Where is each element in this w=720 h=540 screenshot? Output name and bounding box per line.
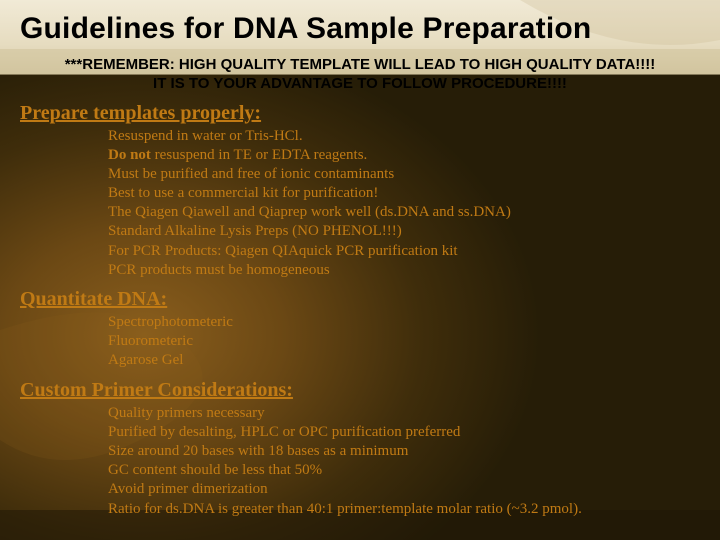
bold-text: Do not [108, 147, 151, 163]
list-item: GC content should be less that 50% [108, 461, 700, 480]
section-items-quantitate: Spectrophotometeric Fluorometeric Agaros… [20, 313, 700, 371]
list-item: Fluorometeric [108, 332, 700, 351]
list-item: Best to use a commercial kit for purific… [108, 184, 700, 203]
subtitle-line-2: IT IS TO YOUR ADVANTAGE TO FOLLOW PROCED… [153, 75, 567, 92]
list-item: For PCR Products: Qiagen QIAquick PCR pu… [108, 242, 700, 261]
list-item: The Qiagen Qiawell and Qiaprep work well… [108, 203, 700, 222]
section-items-primer: Quality primers necessary Purified by de… [20, 404, 700, 519]
item-rest: resuspend in TE or EDTA reagents. [155, 147, 368, 163]
section-header-quantitate: Quantitate DNA: [20, 288, 700, 311]
list-item: PCR products must be homogeneous [108, 261, 700, 280]
section-header-prepare: Prepare templates properly: [20, 102, 700, 125]
slide-subtitle: ***REMEMBER: HIGH QUALITY TEMPLATE WILL … [20, 56, 700, 94]
list-item: Size around 20 bases with 18 bases as a … [108, 442, 700, 461]
list-item: Ratio for ds.DNA is greater than 40:1 pr… [108, 500, 700, 519]
list-item: Avoid primer dimerization [108, 480, 700, 499]
list-item: Must be purified and free of ionic conta… [108, 165, 700, 184]
list-item: Spectrophotometeric [108, 313, 700, 332]
list-item: Agarose Gel [108, 351, 700, 370]
list-item: Purified by desalting, HPLC or OPC purif… [108, 423, 700, 442]
slide-content: Guidelines for DNA Sample Preparation **… [0, 0, 720, 540]
list-item: Standard Alkaline Lysis Preps (NO PHENOL… [108, 222, 700, 241]
list-item: Quality primers necessary [108, 404, 700, 423]
subtitle-line-1: ***REMEMBER: HIGH QUALITY TEMPLATE WILL … [65, 56, 656, 73]
slide-title: Guidelines for DNA Sample Preparation [20, 12, 700, 46]
section-items-prepare: Resuspend in water or Tris-HCl. Do not r… [20, 127, 700, 281]
section-header-primer: Custom Primer Considerations: [20, 379, 700, 402]
list-item: Resuspend in water or Tris-HCl. [108, 127, 700, 146]
list-item: Do not resuspend in TE or EDTA reagents. [108, 146, 700, 165]
